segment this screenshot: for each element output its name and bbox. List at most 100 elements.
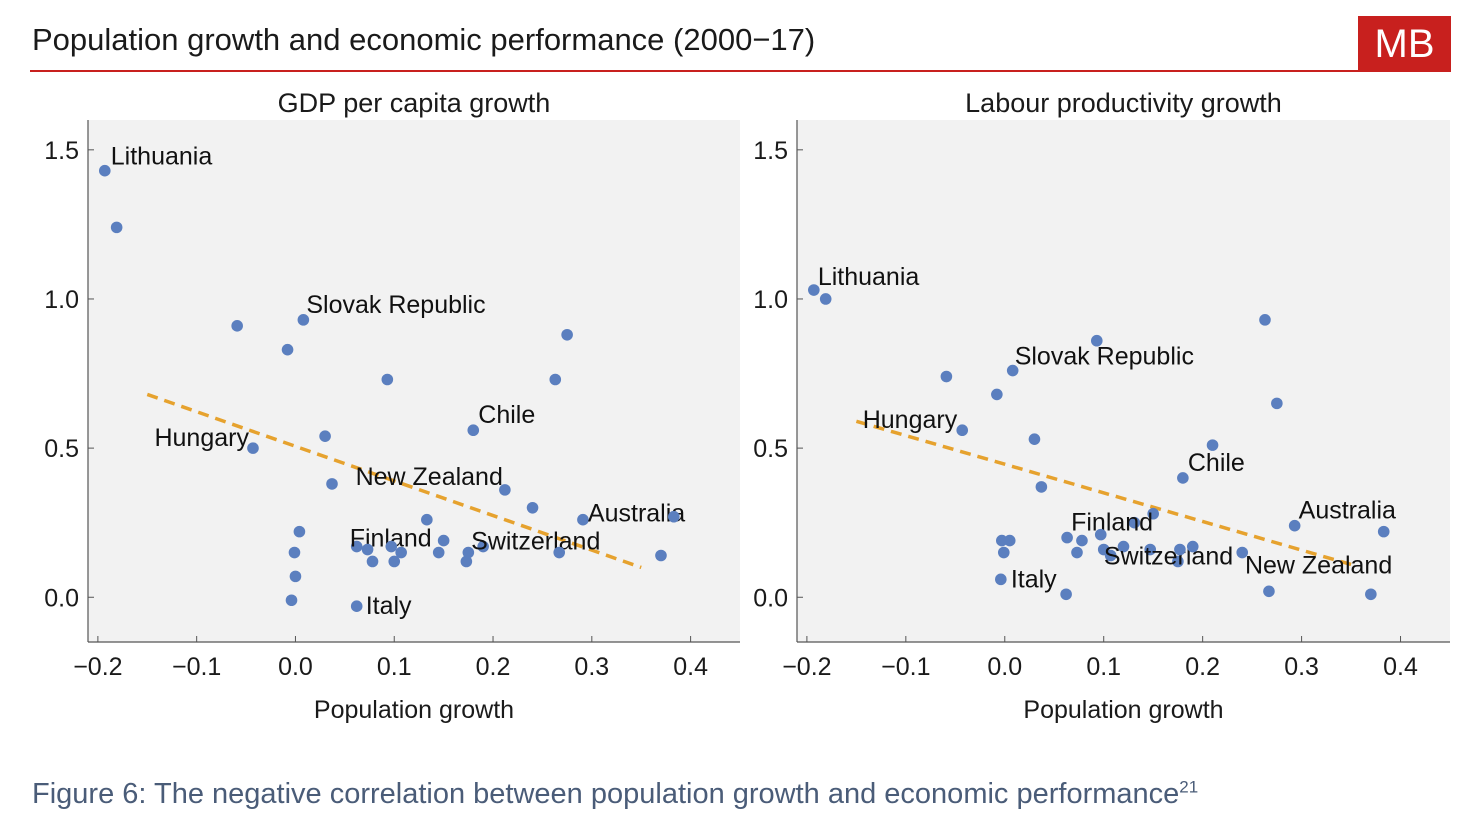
data-point <box>1236 546 1249 559</box>
data-point <box>808 284 820 296</box>
plot-area <box>88 120 740 642</box>
y-tick-label: 0.0 <box>44 584 79 612</box>
chart-title: GDP per capita growth <box>278 88 551 118</box>
data-point <box>553 546 566 559</box>
page-title: Population growth and economic performan… <box>32 22 816 57</box>
x-tick-label: −0.1 <box>881 653 930 681</box>
x-tick-label: 0.4 <box>1383 653 1418 681</box>
x-tick-label: −0.2 <box>782 653 831 681</box>
data-point <box>289 570 302 583</box>
data-point <box>1003 534 1016 547</box>
labour-productivity-chart: Labour productivity growth Population gro… <box>753 88 1450 724</box>
x-axis-label: Population growth <box>314 696 514 724</box>
point-label: Chile <box>1188 449 1245 477</box>
data-point <box>460 555 473 568</box>
data-point <box>940 370 953 383</box>
data-point <box>437 534 450 547</box>
point-label: Australia <box>1299 497 1396 525</box>
point-label: Finland <box>1071 509 1153 537</box>
data-point <box>462 546 475 559</box>
data-point <box>285 594 298 607</box>
data-point <box>1128 516 1141 529</box>
data-point <box>1271 397 1283 410</box>
data-point <box>1259 314 1271 326</box>
data-point <box>293 525 306 538</box>
data-point <box>1177 472 1189 484</box>
point-label: Italy <box>1011 565 1057 593</box>
data-point <box>668 510 680 523</box>
data-point <box>1006 364 1019 377</box>
data-point <box>1172 555 1184 568</box>
x-tick-label: −0.2 <box>73 653 122 681</box>
y-tick-label: 1.5 <box>753 137 788 165</box>
data-point <box>1094 528 1107 541</box>
y-tick-label: 1.5 <box>44 137 79 165</box>
data-point <box>577 513 589 526</box>
y-tick-label: 0.5 <box>753 435 788 463</box>
data-point <box>350 540 363 553</box>
data-point <box>819 293 832 305</box>
point-label: Switzerland <box>1104 542 1233 570</box>
point-label: Slovak Republic <box>1015 343 1194 371</box>
data-point <box>1060 588 1072 601</box>
data-point <box>388 555 401 568</box>
data-point <box>366 555 379 568</box>
x-tick-label: 0.4 <box>673 653 708 681</box>
data-point <box>1186 540 1199 553</box>
data-point <box>1144 543 1157 556</box>
data-point <box>526 501 539 514</box>
data-point <box>1288 519 1301 532</box>
data-point <box>1071 546 1083 559</box>
y-tick-label: 1.0 <box>44 286 79 314</box>
data-point <box>499 484 511 496</box>
data-point <box>1174 543 1186 556</box>
x-axis-label: Population growth <box>1023 696 1223 724</box>
point-label: Hungary <box>154 424 249 452</box>
data-point <box>655 549 667 562</box>
x-tick-label: 0.1 <box>1086 653 1121 681</box>
point-label: Lithuania <box>111 143 213 171</box>
data-point <box>421 513 433 526</box>
point-label: New Zealand <box>1245 551 1392 579</box>
data-point <box>1147 507 1159 520</box>
trendline <box>855 419 1352 567</box>
data-point <box>1365 588 1377 601</box>
data-point <box>1028 433 1041 445</box>
data-point <box>991 388 1003 401</box>
caption-footnote: 21 <box>1179 777 1199 797</box>
data-point <box>1377 525 1390 538</box>
x-tick-label: 0.2 <box>1185 653 1220 681</box>
charts-canvas: GDP per capita growth Population growth −0… <box>44 88 1450 724</box>
data-point <box>247 442 259 454</box>
brand-logo: MB <box>1358 16 1451 72</box>
data-point <box>561 328 573 341</box>
x-tick-label: 0.3 <box>574 653 609 681</box>
data-point <box>385 540 398 553</box>
data-point <box>997 546 1010 559</box>
point-label: Chile <box>478 401 535 429</box>
point-label: Hungary <box>863 406 958 434</box>
data-point <box>350 600 363 613</box>
chart-title: Labour productivity growth <box>965 88 1282 118</box>
data-point <box>1104 549 1117 562</box>
data-point <box>1263 585 1275 598</box>
x-tick-label: 0.2 <box>476 653 511 681</box>
data-point <box>1117 540 1130 553</box>
x-tick-label: 0.3 <box>1284 653 1319 681</box>
point-label: Switzerland <box>471 528 600 556</box>
data-point <box>381 373 394 386</box>
x-tick-label: 0.0 <box>278 653 313 681</box>
data-point <box>467 424 480 437</box>
x-tick-label: 0.0 <box>987 653 1022 681</box>
plot-area <box>797 120 1450 642</box>
trendline <box>146 392 642 570</box>
data-point <box>1061 531 1073 544</box>
point-label: New Zealand <box>356 463 503 491</box>
data-point <box>1206 439 1219 451</box>
data-point <box>231 320 243 332</box>
header-divider <box>30 70 1451 72</box>
data-point <box>1076 534 1088 547</box>
data-point <box>477 540 489 553</box>
data-point <box>956 424 969 437</box>
data-point <box>297 314 310 326</box>
